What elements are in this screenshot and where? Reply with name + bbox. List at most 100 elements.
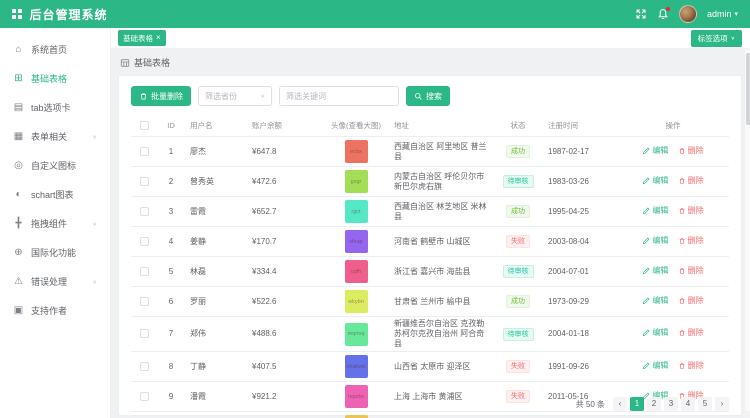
- sidebar-item-icon: ▣: [13, 305, 24, 316]
- sidebar-item[interactable]: ⊞ 基础表格: [0, 64, 110, 93]
- row-checkbox[interactable]: [139, 361, 149, 371]
- cell-balance: ¥652.7: [247, 196, 323, 227]
- cell-id: 3: [157, 196, 185, 227]
- cell-username: 姚芳: [185, 411, 247, 418]
- table-row: 7 郑伟 ¥488.6 mqrtvq 新疆维吾尔自治区 克孜勒苏柯尔克孜自治州 …: [131, 316, 729, 352]
- table-panel: 批量删除 筛选省份 ∨ 搜索: [118, 75, 742, 418]
- keyword-input[interactable]: [279, 86, 399, 106]
- sidebar-item-icon: ⊕: [14, 247, 23, 258]
- chevron-down-icon: ∨: [730, 36, 735, 41]
- page-button[interactable]: 1: [630, 397, 644, 411]
- close-icon[interactable]: ×: [156, 33, 161, 42]
- chevron-down-icon: ∨: [260, 93, 265, 100]
- edit-button[interactable]: 编辑: [642, 391, 668, 401]
- cell-username: 林磊: [185, 256, 247, 287]
- row-checkbox[interactable]: [139, 176, 149, 186]
- page-button[interactable]: 4: [681, 397, 695, 411]
- avatar-thumbnail[interactable]: hqsdw: [344, 385, 368, 408]
- cell-register-date: 1991-09-26: [543, 351, 617, 382]
- search-icon: [415, 92, 422, 100]
- delete-button[interactable]: 删除: [678, 296, 704, 306]
- edit-button[interactable]: 编辑: [642, 176, 668, 186]
- tag-options-button[interactable]: 标签选项 ∨: [690, 29, 742, 47]
- sidebar-item[interactable]: ╋ 拖拽组件 ∨: [0, 209, 110, 238]
- sidebar-item-label: 错误处理: [31, 277, 68, 287]
- delete-button[interactable]: 删除: [678, 206, 704, 216]
- row-checkbox[interactable]: [139, 266, 149, 276]
- user-avatar[interactable]: [678, 5, 697, 23]
- page-button[interactable]: 2: [647, 397, 661, 411]
- cell-username: 丁静: [185, 351, 247, 382]
- edit-label: 编辑: [652, 145, 669, 155]
- avatar-thumbnail[interactable]: chabwb: [344, 355, 368, 378]
- avatar-thumbnail[interactable]: cqfh: [344, 260, 368, 283]
- sidebar-item[interactable]: ◐ schart图表: [0, 180, 110, 209]
- table-row: 6 罗丽 ¥522.6 wkybn 甘肃省 兰州市 榆中县 成功: [131, 286, 729, 317]
- cell-register-date: 2004-01-18: [543, 316, 617, 352]
- avatar-thumbnail[interactable]: ecbx: [344, 140, 368, 163]
- edit-button[interactable]: 编辑: [642, 206, 668, 216]
- scrollbar[interactable]: [745, 50, 750, 411]
- batch-delete-button[interactable]: 批量删除: [131, 86, 191, 106]
- sidebar-item[interactable]: ⊕ 国际化功能: [0, 238, 110, 267]
- select-all-checkbox[interactable]: [139, 121, 149, 131]
- row-checkbox[interactable]: [139, 391, 149, 401]
- cell-address: 山西省 太原市 迎泽区: [389, 351, 493, 382]
- trash-icon: [679, 330, 684, 336]
- pagination-total: 共 50 条: [575, 399, 605, 409]
- edit-button[interactable]: 编辑: [642, 146, 668, 156]
- edit-button[interactable]: 编辑: [642, 236, 668, 246]
- delete-button[interactable]: 删除: [678, 146, 704, 156]
- user-menu[interactable]: admin ▾: [707, 9, 738, 19]
- sidebar-item[interactable]: ⚠ 错误处理 ∨: [0, 267, 110, 296]
- col-header-id: ID: [157, 115, 185, 137]
- sidebar-item[interactable]: ◎ 自定义图标: [0, 151, 110, 180]
- delete-button[interactable]: 删除: [678, 236, 704, 246]
- row-checkbox[interactable]: [139, 206, 149, 216]
- sidebar-item[interactable]: ▦ 表单相关 ∨: [0, 122, 110, 151]
- batch-delete-label: 批量删除: [151, 91, 183, 101]
- edit-button[interactable]: 编辑: [642, 361, 668, 371]
- row-checkbox[interactable]: [139, 236, 149, 246]
- avatar-thumbnail[interactable]: sfeap: [344, 230, 368, 253]
- avatar-thumbnail[interactable]: gxgr: [344, 170, 368, 193]
- delete-button[interactable]: 删除: [678, 266, 704, 276]
- page-button[interactable]: 3: [664, 397, 678, 411]
- sidebar-item-icon: ⌂: [15, 44, 22, 55]
- col-header-balance: 账户余额: [247, 115, 323, 137]
- avatar-thumbnail[interactable]: mqrtvq: [344, 322, 368, 346]
- app-logo-icon: [12, 9, 22, 19]
- edit-button[interactable]: 编辑: [642, 266, 668, 276]
- fullscreen-icon[interactable]: [635, 8, 647, 20]
- prev-page-button[interactable]: ‹: [613, 397, 627, 411]
- scrollbar-thumb[interactable]: [745, 53, 750, 125]
- header-actions: admin ▾: [635, 5, 738, 23]
- sidebar-item[interactable]: ▤ tab选项卡: [0, 93, 110, 122]
- tab-tag-active[interactable]: 基础表格 ×: [118, 30, 166, 46]
- sidebar-item[interactable]: ⌂ 系统首页: [0, 35, 110, 64]
- trash-icon: [140, 92, 147, 99]
- pencil-icon: [643, 392, 650, 399]
- delete-button[interactable]: 删除: [678, 361, 704, 371]
- sidebar-item-label: 系统首页: [31, 45, 68, 55]
- row-checkbox[interactable]: [139, 296, 149, 306]
- username-label: admin: [706, 9, 732, 19]
- breadcrumb: 基础表格: [120, 56, 742, 69]
- notification-bell-icon[interactable]: [657, 7, 670, 20]
- province-select[interactable]: 筛选省份 ∨: [198, 86, 272, 106]
- avatar-thumbnail[interactable]: rgct: [344, 200, 368, 223]
- delete-button[interactable]: 删除: [678, 328, 704, 338]
- sidebar-item[interactable]: ▣ 支持作者: [0, 296, 110, 325]
- delete-button[interactable]: 删除: [678, 176, 704, 186]
- row-checkbox[interactable]: [139, 146, 149, 156]
- edit-button[interactable]: 编辑: [642, 328, 668, 338]
- next-page-button[interactable]: ›: [715, 397, 729, 411]
- search-button[interactable]: 搜索: [406, 86, 450, 106]
- edit-label: 编辑: [652, 205, 669, 215]
- avatar-thumbnail[interactable]: wkybn: [344, 290, 368, 313]
- avatar-thumbnail[interactable]: sbgshzw: [344, 415, 368, 418]
- cell-register-date: 1983-03-26: [543, 166, 617, 197]
- row-checkbox[interactable]: [139, 329, 149, 339]
- page-button[interactable]: 5: [698, 397, 712, 411]
- edit-button[interactable]: 编辑: [642, 296, 668, 306]
